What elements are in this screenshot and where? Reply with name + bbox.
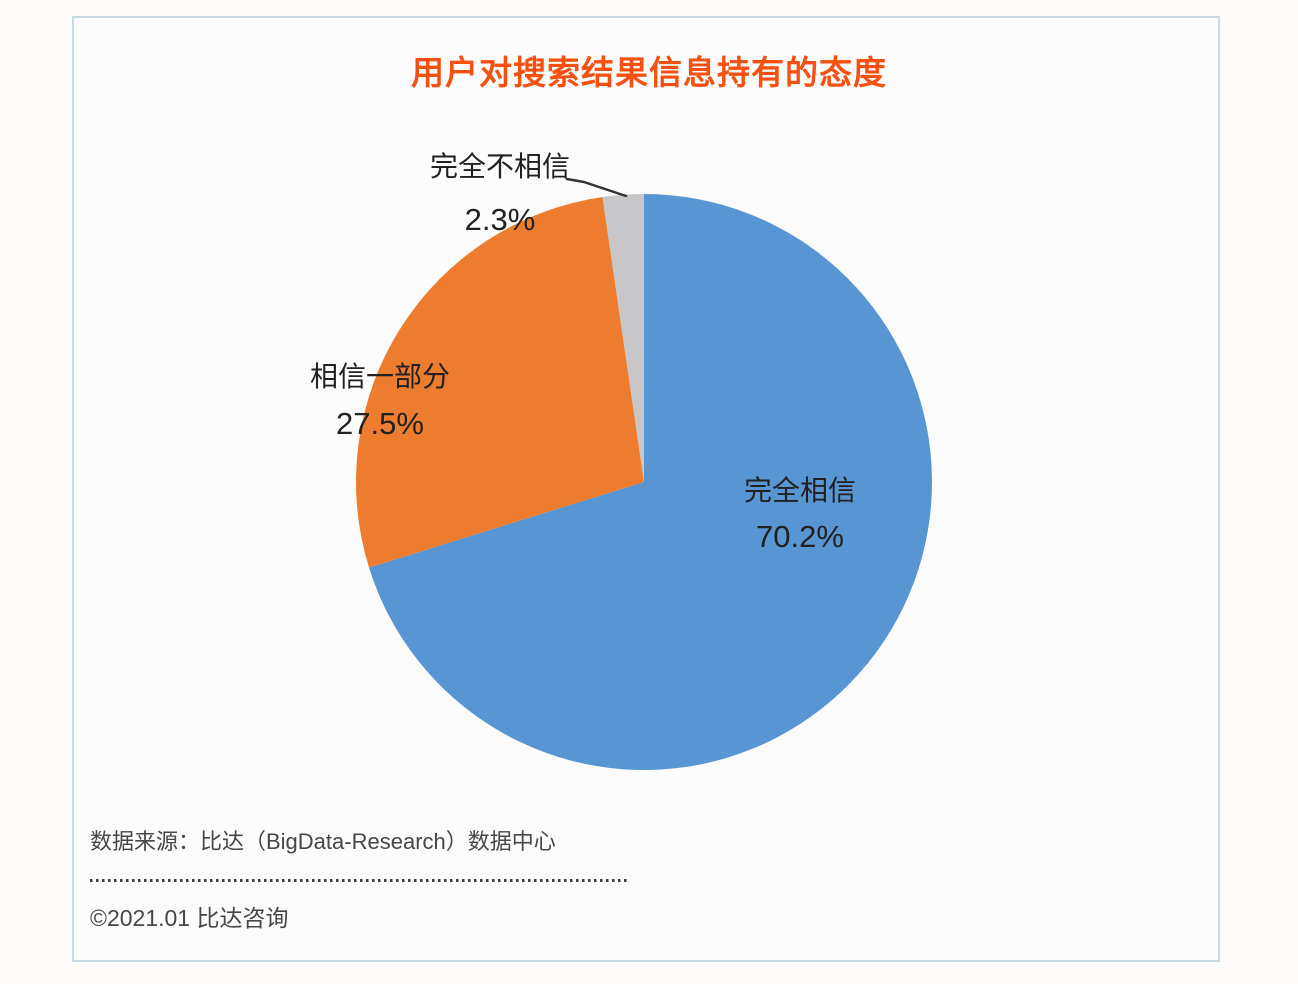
pie-slice-3	[602, 194, 644, 482]
slice-name: 完全相信	[743, 475, 856, 506]
slice-label-full-trust: 完全相信 70.2%	[700, 468, 900, 560]
slice-name: 完全不相信	[429, 151, 570, 182]
chart-title: 用户对搜索结果信息持有的态度	[411, 54, 887, 91]
slice-percent: 70.2%	[756, 519, 844, 554]
slice-percent: 2.3%	[464, 202, 536, 237]
leader-line	[565, 177, 628, 198]
pie-slice-2	[355, 197, 644, 568]
data-source-note: 数据来源：比达（BigData-Research）数据中心	[90, 829, 556, 854]
slice-label-partial-trust: 相信一部分 27.5%	[288, 353, 472, 447]
slice-label-no-trust: 完全不相信 2.3%	[408, 143, 592, 248]
copyright-note: ©2021.01 比达咨询	[90, 905, 289, 931]
slice-name: 相信一部分	[309, 361, 450, 392]
pie-slice-1	[369, 194, 933, 771]
slice-percent: 27.5%	[336, 406, 424, 441]
dotted-divider	[90, 879, 627, 882]
